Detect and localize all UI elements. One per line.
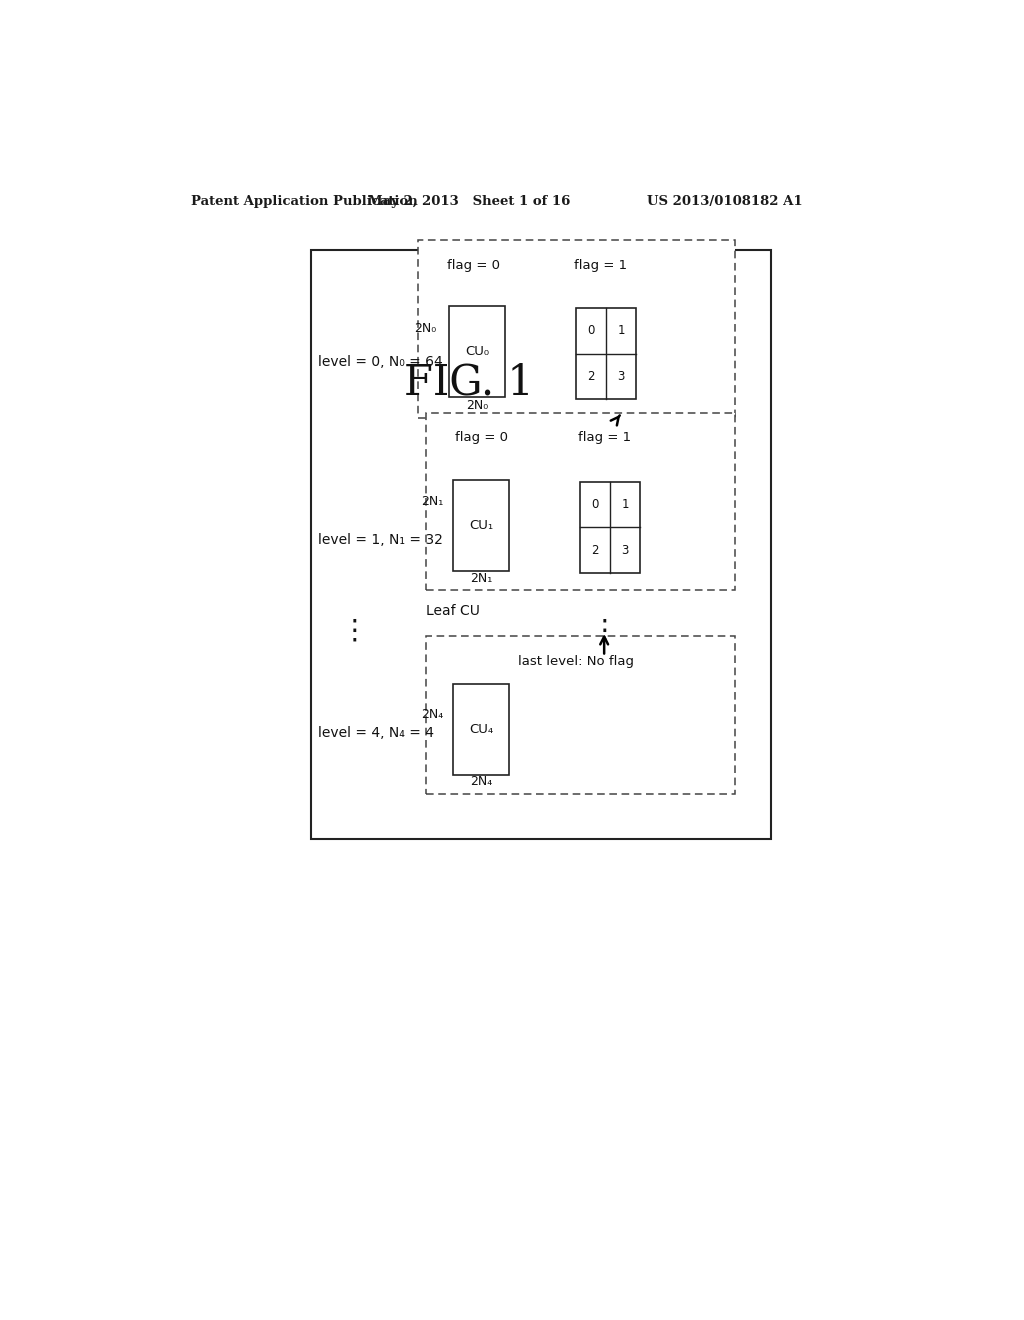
Text: 2N₁: 2N₁ bbox=[470, 572, 493, 585]
Bar bbox=[577, 308, 636, 399]
Text: May 2, 2013   Sheet 1 of 16: May 2, 2013 Sheet 1 of 16 bbox=[368, 194, 570, 207]
Bar bbox=[450, 306, 505, 397]
Bar bbox=[426, 413, 735, 590]
Text: Patent Application Publication: Patent Application Publication bbox=[191, 194, 418, 207]
Text: 1: 1 bbox=[617, 325, 625, 337]
Text: flag = 1: flag = 1 bbox=[578, 432, 631, 445]
Text: 1: 1 bbox=[622, 498, 629, 511]
Text: 2N₄: 2N₄ bbox=[421, 709, 443, 721]
Text: 0: 0 bbox=[588, 325, 595, 337]
Text: flag = 0: flag = 0 bbox=[446, 259, 500, 272]
Text: CU₄: CU₄ bbox=[469, 723, 494, 737]
Text: 3: 3 bbox=[617, 370, 625, 383]
Text: 2N₄: 2N₄ bbox=[470, 775, 493, 788]
Text: 3: 3 bbox=[622, 544, 629, 557]
Bar bbox=[426, 636, 735, 793]
Text: Leaf CU: Leaf CU bbox=[426, 603, 479, 618]
Text: level = 1, N₁ = 32: level = 1, N₁ = 32 bbox=[318, 532, 443, 546]
Bar bbox=[418, 240, 735, 417]
Text: flag = 0: flag = 0 bbox=[455, 432, 508, 445]
Text: ⋮: ⋮ bbox=[590, 616, 618, 645]
Text: 0: 0 bbox=[592, 498, 599, 511]
Text: US 2013/0108182 A1: US 2013/0108182 A1 bbox=[647, 194, 803, 207]
Text: ⋮: ⋮ bbox=[340, 616, 368, 645]
Text: flag = 1: flag = 1 bbox=[573, 259, 627, 272]
Bar bbox=[454, 684, 509, 775]
Text: 2: 2 bbox=[588, 370, 595, 383]
Text: 2N₀: 2N₀ bbox=[466, 399, 488, 412]
Text: level = 0, N₀ = 64: level = 0, N₀ = 64 bbox=[318, 355, 443, 368]
Text: 2N₁: 2N₁ bbox=[421, 495, 443, 508]
Bar bbox=[454, 479, 509, 572]
Bar bbox=[581, 482, 640, 573]
Text: level = 4, N₄ = 4: level = 4, N₄ = 4 bbox=[318, 726, 434, 739]
Text: FIG. 1: FIG. 1 bbox=[404, 360, 535, 403]
Bar bbox=[310, 249, 771, 840]
Text: CU₀: CU₀ bbox=[465, 345, 489, 358]
Text: 2: 2 bbox=[592, 544, 599, 557]
Text: last level: No flag: last level: No flag bbox=[518, 655, 635, 668]
Text: CU₁: CU₁ bbox=[469, 519, 494, 532]
Text: 2N₀: 2N₀ bbox=[415, 322, 436, 335]
